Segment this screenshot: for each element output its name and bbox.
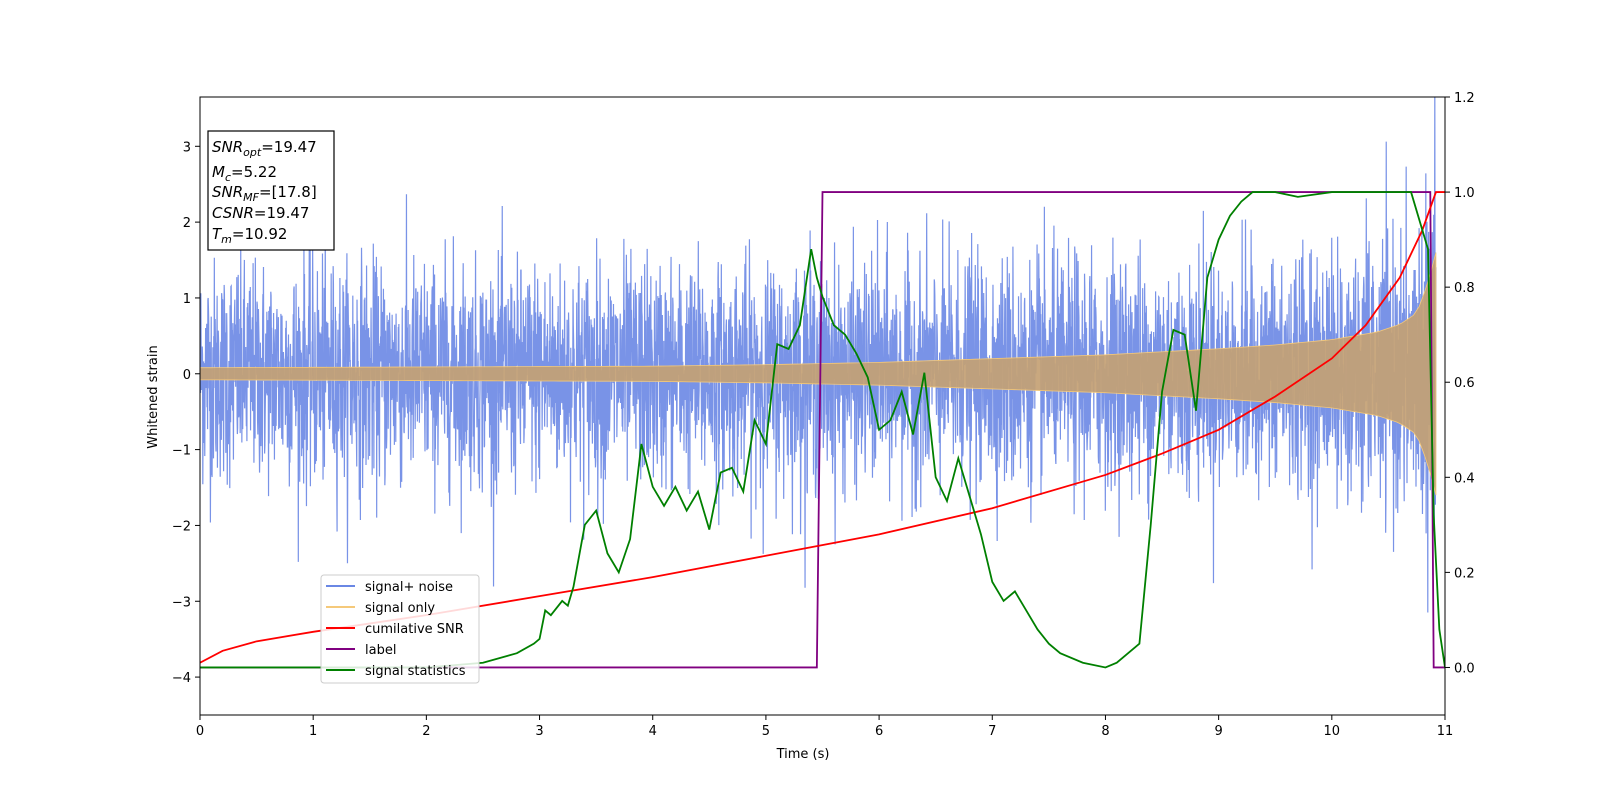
legend-label-label: label bbox=[365, 643, 396, 658]
y-tick-label: 3 bbox=[183, 140, 191, 155]
info-mc: Mc=5.22 bbox=[212, 163, 277, 184]
x-tick-label: 0 bbox=[196, 724, 204, 739]
info-box-frame bbox=[207, 130, 335, 251]
x-tick-label: 8 bbox=[1101, 724, 1109, 739]
y-tick-label: −1 bbox=[172, 444, 191, 459]
y-tick-label: −3 bbox=[172, 595, 191, 610]
y-tick-label: 2 bbox=[183, 216, 191, 231]
info-snr-opt: SNRopt=19.47 bbox=[212, 138, 317, 159]
plot-area bbox=[200, 97, 1445, 669]
axes: 0 1 2 3 4 5 6 7 8 9 10 113210−1−2−3−41.21.00.80.60.… bbox=[172, 91, 1475, 739]
y-right-tick-label: 0.0 bbox=[1454, 661, 1475, 676]
info-snr-mf: SNRMF=[17.8] bbox=[212, 183, 317, 204]
y-right-tick-label: 0.4 bbox=[1454, 471, 1475, 486]
info-csnr: CSNR=19.47 bbox=[212, 204, 309, 222]
info-box: SNRopt=19.47 Mc=5.22 SNRMF=[17.8] CSNR=1… bbox=[207, 130, 335, 251]
y-tick-label: 1 bbox=[183, 292, 191, 307]
x-tick-label: 3 bbox=[535, 724, 543, 739]
legend-label-signal-only: signal only bbox=[365, 601, 435, 616]
series-signal-only bbox=[200, 252, 1437, 496]
y-right-tick-label: 1.2 bbox=[1454, 91, 1475, 106]
legend-label-signal-noise: signal+ noise bbox=[365, 580, 453, 595]
legend: signal+ noise signal only cumilative SNR… bbox=[320, 574, 480, 684]
series-signal-statistics bbox=[200, 191, 1445, 669]
y-tick-label: −2 bbox=[172, 519, 191, 534]
series-group bbox=[200, 97, 1445, 669]
x-tick-label: 9 bbox=[1214, 724, 1222, 739]
y-right-tick-label: 1.0 bbox=[1454, 186, 1475, 201]
y-tick-label: 0 bbox=[183, 368, 191, 383]
y-right-tick-label: 0.2 bbox=[1454, 566, 1475, 581]
x-tick-label: 5 bbox=[762, 724, 770, 739]
y-right-tick-label: 0.8 bbox=[1454, 281, 1475, 296]
legend-frame bbox=[320, 574, 480, 684]
legend-label-signal-statistics: signal statistics bbox=[365, 664, 466, 679]
info-tm: Tm=10.92 bbox=[212, 225, 287, 246]
y-right-tick-label: 0.6 bbox=[1454, 376, 1475, 391]
x-tick-label: 7 bbox=[988, 724, 996, 739]
x-tick-label: 2 bbox=[422, 724, 430, 739]
y-tick-label: −4 bbox=[172, 671, 191, 686]
x-tick-label: 10 bbox=[1324, 724, 1341, 739]
x-tick-label: 1 bbox=[309, 724, 317, 739]
x-tick-label: 6 bbox=[875, 724, 883, 739]
series-label bbox=[200, 191, 1445, 669]
x-tick-label: 4 bbox=[649, 724, 657, 739]
legend-label-cumulative-snr: cumilative SNR bbox=[365, 622, 464, 637]
plot-frame bbox=[199, 96, 1446, 716]
y-axis-label: Whitened strain bbox=[146, 345, 161, 448]
x-axis-label: Time (s) bbox=[776, 747, 830, 762]
x-tick-label: 11 bbox=[1437, 724, 1454, 739]
